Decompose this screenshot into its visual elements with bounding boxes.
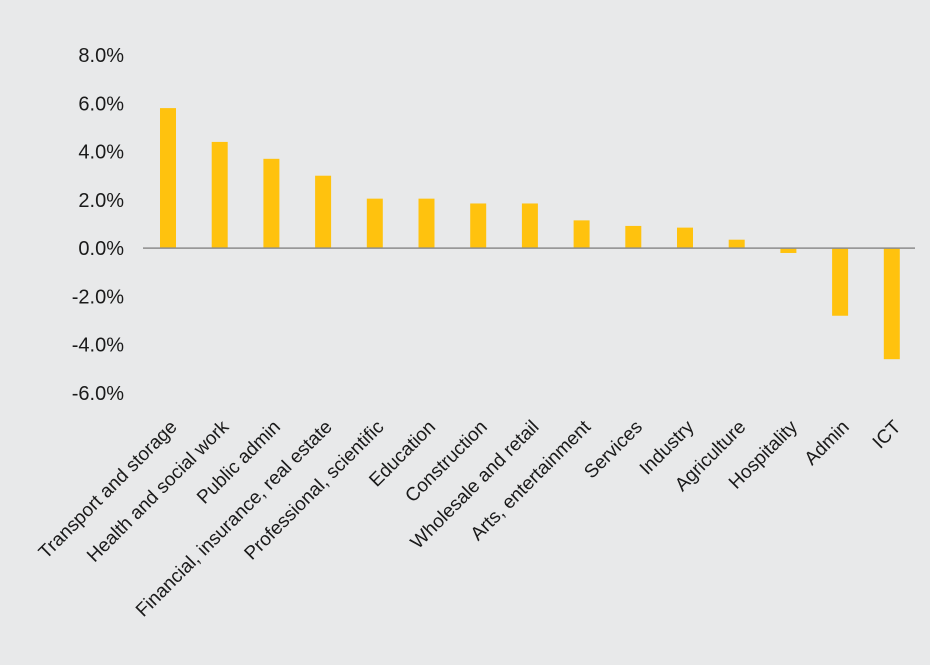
bar (625, 225, 642, 249)
bar (573, 220, 590, 249)
y-tick-label: 0.0% (78, 238, 124, 260)
bar (832, 248, 849, 316)
bars-group (160, 108, 900, 360)
x-category-label: Services (580, 417, 646, 483)
bar (728, 239, 745, 249)
bar (263, 158, 280, 249)
y-tick-label: -6.0% (72, 383, 124, 405)
bar (883, 248, 900, 360)
bar (160, 108, 176, 249)
y-tick-label: 8.0% (78, 45, 124, 67)
y-tick-label: 4.0% (78, 142, 124, 164)
bar (780, 248, 797, 253)
bar (470, 203, 487, 249)
bar (521, 203, 538, 249)
bar (366, 198, 383, 249)
x-category-label: ICT (869, 416, 906, 453)
y-tick-label: -4.0% (72, 335, 124, 357)
bar (211, 141, 228, 249)
bar (418, 198, 435, 249)
bar (677, 227, 693, 249)
y-tick-label: 6.0% (78, 93, 124, 115)
y-axis-tick-labels: 8.0% 6.0% 4.0% 2.0% 0.0% -2.0% -4.0% -6.0% (72, 45, 124, 405)
y-tick-label: 2.0% (78, 190, 124, 212)
x-category-label: Admin (801, 417, 854, 470)
y-tick-label: -2.0% (72, 286, 124, 308)
bar (315, 175, 332, 249)
